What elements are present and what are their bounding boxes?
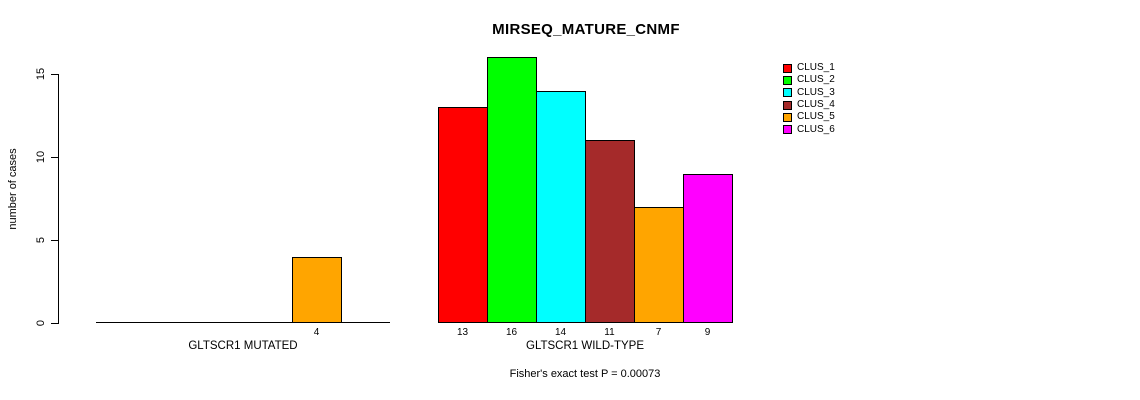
bar-value-label: 13 xyxy=(456,327,469,338)
bar-clus_2 xyxy=(487,57,537,323)
legend: CLUS_1 CLUS_2 CLUS_3 CLUS_4 CLUS_5 CLUS_6 xyxy=(783,62,835,136)
legend-item-clus_1: CLUS_1 xyxy=(783,62,835,74)
y-axis-line xyxy=(58,74,59,324)
bar-group-gltscr1-mutated: GLTSCR1 MUTATED 4 xyxy=(96,0,390,352)
y-tick-label: 0 xyxy=(35,319,47,327)
group-label-mutated: GLTSCR1 MUTATED xyxy=(188,340,298,352)
bar-clus_3 xyxy=(536,91,586,323)
legend-item-label: CLUS_1 xyxy=(797,62,835,74)
bar-clus_4 xyxy=(585,140,635,323)
legend-swatch-icon xyxy=(783,88,792,98)
bar-clus_1 xyxy=(438,107,488,323)
chart-title: MIRSEQ_MATURE_CNMF xyxy=(492,21,680,38)
legend-item-clus_2: CLUS_2 xyxy=(783,74,835,86)
y-tick-label: 15 xyxy=(35,67,47,81)
bar-value-label: 9 xyxy=(704,327,711,338)
y-tick-mark xyxy=(51,74,58,75)
legend-swatch-icon xyxy=(783,63,792,73)
legend-item-clus_5: CLUS_5 xyxy=(783,111,835,123)
legend-item-label: CLUS_3 xyxy=(797,86,835,98)
annotation-fishers-test: Fisher's exact test P = 0.00073 xyxy=(509,368,661,380)
bar-value-label: 16 xyxy=(505,327,518,338)
y-tick-label: 5 xyxy=(35,236,47,244)
bar-value-label: 11 xyxy=(604,327,615,338)
x-axis-baseline xyxy=(96,322,390,323)
legend-item-clus_3: CLUS_3 xyxy=(783,87,835,99)
bar-value-label: 7 xyxy=(655,327,662,338)
legend-item-clus_6: CLUS_6 xyxy=(783,123,835,135)
y-tick-label: 10 xyxy=(35,150,47,164)
legend-item-label: CLUS_2 xyxy=(797,74,835,86)
y-tick-mark xyxy=(51,323,58,324)
legend-swatch-icon xyxy=(783,112,792,122)
legend-item-label: CLUS_5 xyxy=(797,111,835,123)
group-label-wild-type: GLTSCR1 WILD-TYPE xyxy=(526,340,644,352)
legend-item-label: CLUS_6 xyxy=(797,123,835,135)
bar-value-label: 14 xyxy=(554,327,567,338)
legend-item-clus_4: CLUS_4 xyxy=(783,99,835,111)
legend-swatch-icon xyxy=(783,100,792,110)
bar-group-gltscr1-wild-type: GLTSCR1 WILD-TYPE 13 16 14 11 7 9 xyxy=(438,0,733,352)
legend-item-label: CLUS_4 xyxy=(797,99,835,111)
legend-swatch-icon xyxy=(783,125,792,135)
y-axis-title: number of cases xyxy=(7,148,19,230)
y-tick-mark xyxy=(51,240,58,241)
legend-swatch-icon xyxy=(783,75,792,85)
y-tick-mark xyxy=(51,157,58,158)
bar-clus_6 xyxy=(683,174,733,323)
bar-clus_5 xyxy=(634,207,684,323)
bar-value-label: 4 xyxy=(313,327,320,338)
bar-clus_5 xyxy=(292,257,342,323)
